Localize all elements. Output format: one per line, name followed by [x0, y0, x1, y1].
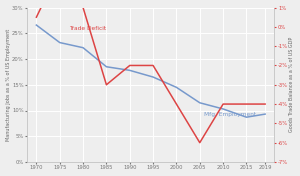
Y-axis label: Manufacturing Jobs as a % of US Employment: Manufacturing Jobs as a % of US Employme…: [6, 29, 10, 141]
Text: Mfg. Employment: Mfg. Employment: [204, 112, 256, 117]
Y-axis label: Goods Trade Balance as a % of US GDP: Goods Trade Balance as a % of US GDP: [290, 37, 294, 132]
Text: Trade Deficit: Trade Deficit: [69, 26, 106, 31]
